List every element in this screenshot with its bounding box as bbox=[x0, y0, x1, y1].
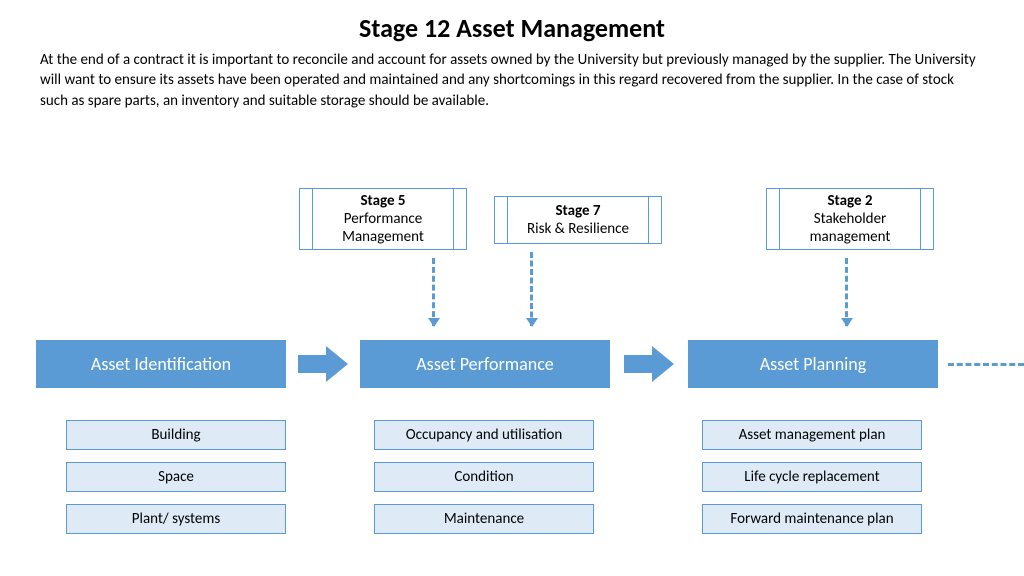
sub-box: Life cycle replacement bbox=[702, 462, 922, 492]
stage-box: Stage 7Risk & Resilience bbox=[494, 196, 662, 244]
page-title: Stage 12 Asset Management bbox=[0, 0, 1024, 44]
stage-box-sub: Stakeholder management bbox=[785, 210, 915, 246]
stage-box: Stage 5Performance Management bbox=[299, 188, 467, 250]
main-box: Asset Identification bbox=[36, 340, 286, 388]
sub-box: Condition bbox=[374, 462, 594, 492]
sub-box: Maintenance bbox=[374, 504, 594, 534]
sub-box: Building bbox=[66, 420, 286, 450]
sub-box: Plant/ systems bbox=[66, 504, 286, 534]
main-box: Asset Performance bbox=[360, 340, 610, 388]
flow-arrow-icon bbox=[298, 346, 348, 382]
sub-box: Occupancy and utilisation bbox=[374, 420, 594, 450]
stage-box-title: Stage 2 bbox=[785, 192, 915, 210]
dashed-arrow-icon bbox=[530, 252, 533, 326]
sub-box: Space bbox=[66, 462, 286, 492]
dashed-arrow-icon bbox=[845, 258, 848, 326]
sub-box: Asset management plan bbox=[702, 420, 922, 450]
stage-box-sub: Performance Management bbox=[318, 210, 448, 246]
dashed-arrow-icon bbox=[432, 258, 435, 326]
stage-box: Stage 2Stakeholder management bbox=[766, 188, 934, 250]
stage-box-sub: Risk & Resilience bbox=[513, 220, 643, 238]
dashed-continuation-icon bbox=[948, 363, 1024, 366]
stage-box-title: Stage 7 bbox=[513, 202, 643, 220]
main-box: Asset Planning bbox=[688, 340, 938, 388]
description-text: At the end of a contract it is important… bbox=[0, 44, 1024, 111]
stage-box-title: Stage 5 bbox=[318, 192, 448, 210]
flow-arrow-icon bbox=[624, 346, 674, 382]
sub-box: Forward maintenance plan bbox=[702, 504, 922, 534]
